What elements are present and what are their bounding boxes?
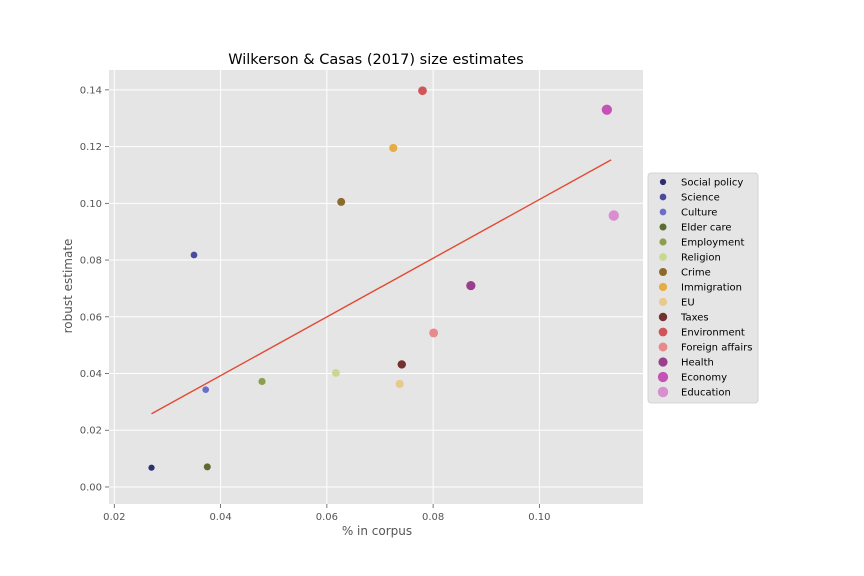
x-tick-label: 0.08 xyxy=(422,512,444,523)
y-tick-label: 0.02 xyxy=(80,426,102,437)
legend-marker-education xyxy=(657,386,669,398)
legend-label-crime: Crime xyxy=(681,268,711,279)
x-tick-label: 0.02 xyxy=(103,512,125,523)
point-health xyxy=(466,280,476,291)
y-tick-label: 0.04 xyxy=(80,369,102,380)
point-social-policy xyxy=(148,464,155,471)
legend-label-employment: Employment xyxy=(681,238,744,249)
legend-label-education: Education xyxy=(681,388,731,399)
legend-marker-foreign-affairs xyxy=(658,342,668,352)
legend-label-health: Health xyxy=(681,358,714,369)
chart-title: Wilkerson & Casas (2017) size estimates xyxy=(228,52,524,68)
point-religion xyxy=(331,369,340,377)
legend-marker-eu xyxy=(658,297,668,307)
y-tick-label: 0.14 xyxy=(80,85,102,96)
y-tick-label: 0.06 xyxy=(80,312,102,323)
legend-label-eu: EU xyxy=(681,298,695,309)
point-crime xyxy=(337,197,346,206)
legend-marker-health xyxy=(658,357,668,367)
legend-label-science: Science xyxy=(681,193,720,204)
point-economy xyxy=(601,104,613,115)
point-culture xyxy=(202,386,210,394)
point-environment xyxy=(418,86,427,96)
legend-marker-science xyxy=(659,193,667,201)
legend-marker-crime xyxy=(659,268,667,276)
legend-marker-culture xyxy=(659,208,667,216)
point-eu xyxy=(395,379,404,389)
legend-label-economy: Economy xyxy=(681,373,727,384)
point-education xyxy=(608,210,620,221)
legend-label-culture: Culture xyxy=(681,208,717,219)
legend-label-foreign-affairs: Foreign affairs xyxy=(681,343,752,354)
y-tick-label: 0.08 xyxy=(80,256,102,267)
point-elder-care xyxy=(203,463,211,471)
legend-label-taxes: Taxes xyxy=(680,313,709,324)
x-tick-label: 0.06 xyxy=(316,512,338,523)
x-tick-label: 0.04 xyxy=(209,512,231,523)
point-science xyxy=(190,251,198,259)
legend-marker-religion xyxy=(659,253,667,261)
legend-marker-elder-care xyxy=(659,223,667,231)
legend-label-immigration: Immigration xyxy=(681,283,742,294)
point-taxes xyxy=(397,360,406,369)
x-tick-label: 0.10 xyxy=(528,512,550,523)
legend-marker-social-policy xyxy=(659,178,667,186)
legend-label-social-policy: Social policy xyxy=(681,178,743,189)
point-immigration xyxy=(389,143,398,153)
grid-lines xyxy=(109,70,643,504)
y-tick-label: 0.10 xyxy=(80,199,102,210)
legend-label-elder-care: Elder care xyxy=(681,223,732,234)
legend: Social policy Science Culture Elder care Emp… xyxy=(647,172,759,404)
plot-area xyxy=(109,70,643,504)
y-axis-label: robust estimate xyxy=(61,239,75,334)
legend-label-religion: Religion xyxy=(681,253,721,264)
y-tick-label: 0.00 xyxy=(80,482,102,493)
legend-marker-employment xyxy=(659,238,667,246)
data-points xyxy=(148,86,620,471)
x-axis-label: % in corpus xyxy=(342,524,412,538)
fit-line xyxy=(151,159,612,415)
point-employment xyxy=(258,377,266,386)
legend-box xyxy=(647,172,759,404)
legend-label-environment: Environment xyxy=(681,328,745,339)
axis-ticks: 0.02 0.04 0.06 0.08 0.10 0.00 0.02 0.04 0.06 0.08… xyxy=(80,85,551,523)
legend-marker-economy xyxy=(657,371,669,383)
legend-marker-immigration xyxy=(658,282,668,292)
y-tick-label: 0.12 xyxy=(80,142,102,153)
legend-marker-taxes xyxy=(658,312,668,322)
point-foreign-affairs xyxy=(429,328,439,338)
legend-marker-environment xyxy=(658,327,668,337)
